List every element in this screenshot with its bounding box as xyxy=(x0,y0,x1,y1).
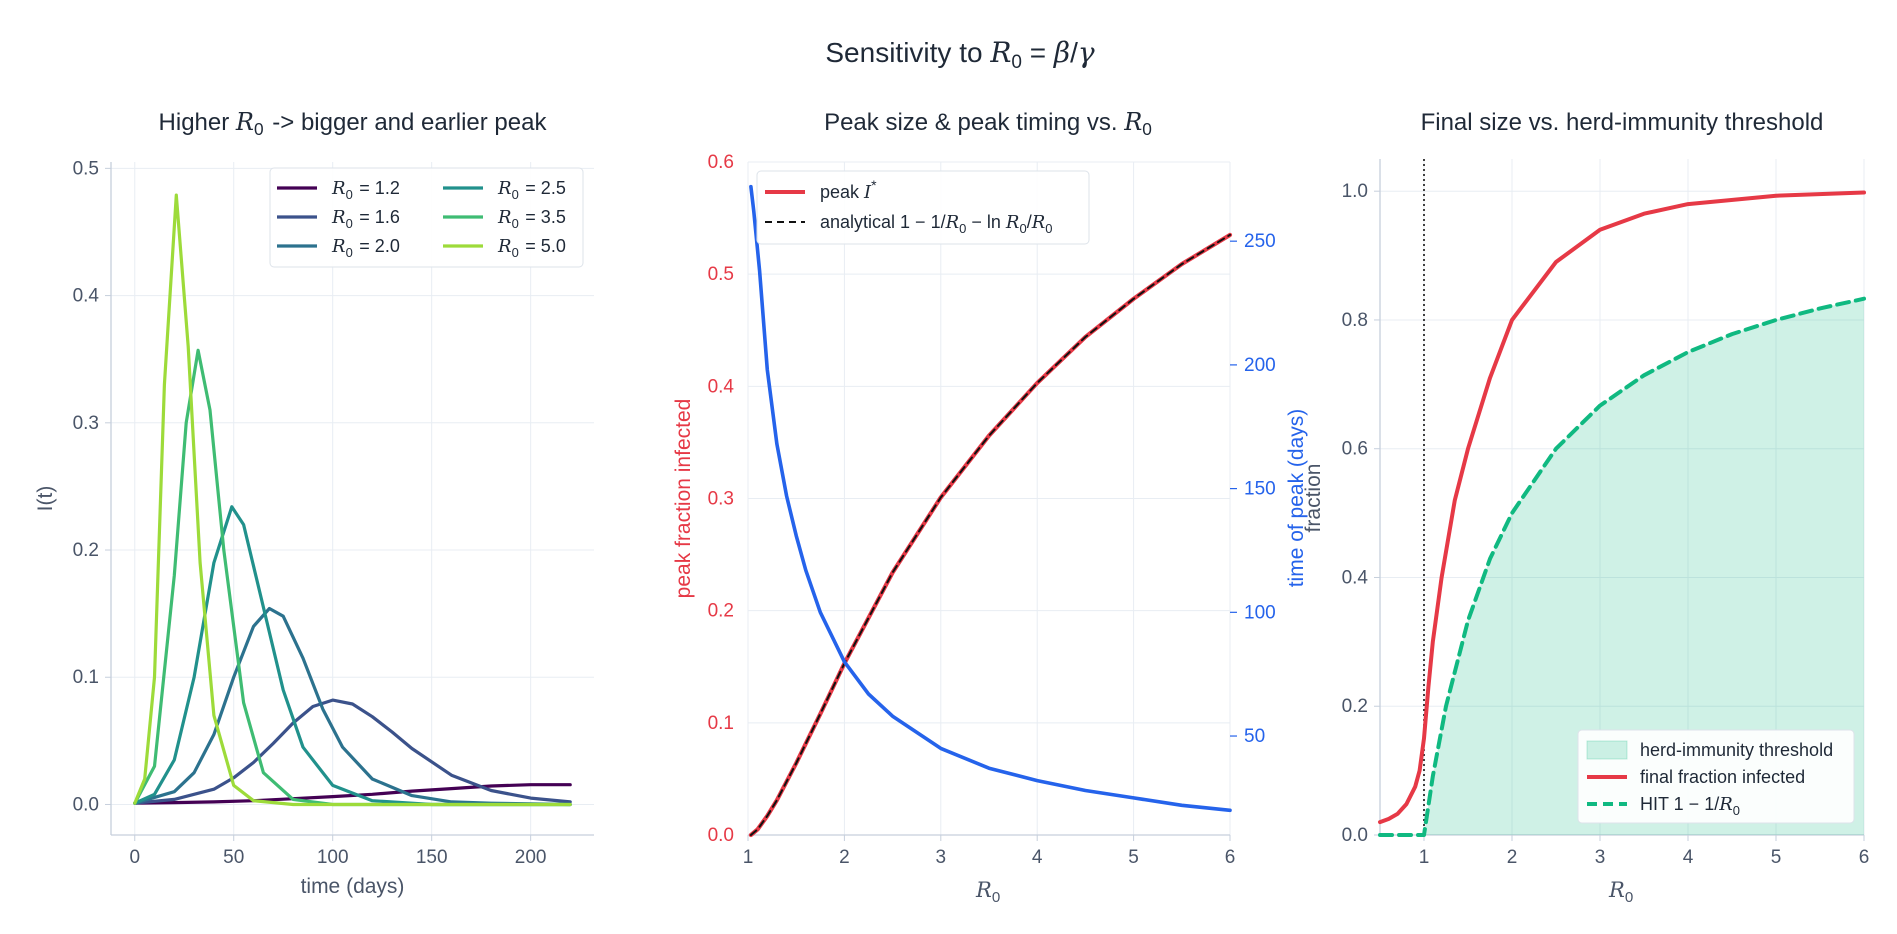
x-tick-label: 4 xyxy=(1683,847,1694,868)
y2-tick-label: 150 xyxy=(1244,479,1276,500)
x-tick-label: 3 xyxy=(1595,847,1606,868)
legend-label: R0 = 2.5 xyxy=(497,178,566,202)
y-tick-label: 1.0 xyxy=(1342,181,1368,202)
series-line-r-2-0 xyxy=(133,606,572,807)
legend-label: R0 = 3.5 xyxy=(497,207,566,231)
x-axis-title: R0 xyxy=(1608,878,1635,906)
figure-title: Sensitivity to R0 = β/γ xyxy=(825,36,1095,73)
legend-label: HIT 1 − 1/R0 xyxy=(1640,794,1742,818)
series-line-r-1-6 xyxy=(133,698,572,805)
y-axis-title: fraction xyxy=(1302,464,1325,533)
chart-panel-2: 1 2 3 4 5 6 0.0 0.1 0.2 0.3 0.4 0.5 0.6 50 100 150 200 25… xyxy=(672,108,1308,906)
series-line-peak-i xyxy=(748,232,1233,838)
legend: R0 = 1.2 R0 = 1.6 R0 = 2.0 R0 = 2.5 R0 = 3.5… xyxy=(269,167,584,268)
y-tick-label: 0.4 xyxy=(1342,567,1369,588)
y-tick-label: 0.2 xyxy=(73,540,99,561)
series-line-final-fraction-infected xyxy=(1378,190,1866,825)
y2-tick-label: 50 xyxy=(1244,726,1265,747)
chart-panel-1: 0 50 100 150 200 0.0 0.1 0.2 0.3 0.4 0.5 Higher R0 … xyxy=(34,108,594,898)
y-tick-label: 0.3 xyxy=(73,413,99,434)
legend-label: R0 = 1.2 xyxy=(331,178,400,202)
legend-label: herd-immunity threshold xyxy=(1640,740,1833,760)
y-tick-label: 0.2 xyxy=(708,601,734,622)
legend-label: final fraction infected xyxy=(1640,767,1805,787)
series-line-hit-1-1-r xyxy=(1378,296,1866,837)
series-line-r-1-2 xyxy=(133,783,572,805)
x-tick-label: 6 xyxy=(1225,847,1236,868)
x-tick-label: 50 xyxy=(223,847,244,868)
y-tick-label: 0.6 xyxy=(1342,439,1368,460)
y2-axis-title: time of peak (days) xyxy=(1285,409,1308,588)
legend-box xyxy=(756,170,1090,245)
y-tick-label: 0.5 xyxy=(73,158,99,179)
chart-panel-3: 1 2 3 4 5 6 0.0 0.2 0.4 0.6 0.8 1.0 Final size vs. h… xyxy=(1302,109,1869,906)
series-line-analytical-1-1-r-ln-r-r xyxy=(749,233,1231,836)
panel-title: Peak size & peak timing vs. R0 xyxy=(824,108,1154,139)
y-tick-label: 0.4 xyxy=(73,286,100,307)
y-tick-label: 0.1 xyxy=(73,667,99,688)
legend-label: R0 = 1.6 xyxy=(331,207,400,231)
y-tick-label: 0.5 xyxy=(708,264,734,285)
legend-label: R0 = 2.0 xyxy=(331,236,400,260)
x-tick-label: 6 xyxy=(1859,847,1870,868)
y-tick-label: 0.3 xyxy=(708,489,734,510)
legend: peak I*analytical 1 − 1/R0 − ln R0/R0 xyxy=(756,170,1090,245)
panel-title: Higher R0 -> bigger and earlier peak xyxy=(159,108,548,139)
x-tick-label: 150 xyxy=(416,847,448,868)
legend-box xyxy=(269,167,584,268)
y2-tick-label: 250 xyxy=(1244,231,1276,252)
x-tick-label: 2 xyxy=(1507,847,1518,868)
y-axis-title: peak fraction infected xyxy=(672,399,695,599)
x-tick-label: 0 xyxy=(129,847,140,868)
x-tick-label: 3 xyxy=(936,847,947,868)
y-tick-label: 0.6 xyxy=(708,152,734,173)
x-axis-title: time (days) xyxy=(301,875,405,898)
x-axis-title: R0 xyxy=(975,878,1002,906)
y-tick-label: 0.2 xyxy=(1342,696,1368,717)
legend: herd-immunity threshold final fraction in… xyxy=(1577,729,1855,824)
x-tick-label: 1 xyxy=(743,847,754,868)
legend-swatch-herd-immunity-threshold xyxy=(1586,740,1628,760)
y-tick-label: 0.0 xyxy=(73,794,99,815)
series-line-r-2-5 xyxy=(133,505,572,807)
x-tick-label: 4 xyxy=(1032,847,1043,868)
x-tick-label: 200 xyxy=(515,847,547,868)
y-tick-label: 0.0 xyxy=(708,825,734,846)
y-tick-label: 0.8 xyxy=(1342,310,1368,331)
x-tick-label: 5 xyxy=(1128,847,1139,868)
legend-label-peak: peak I* xyxy=(820,177,877,203)
y-axis-title: I(t) xyxy=(34,486,57,512)
y-tick-label: 0.0 xyxy=(1342,825,1368,846)
y-tick-label: 0.4 xyxy=(708,376,735,397)
x-tick-label: 100 xyxy=(317,847,349,868)
panel-title: Final size vs. herd-immunity threshold xyxy=(1421,109,1824,136)
series-line-r-3-5 xyxy=(133,348,572,807)
x-tick-label: 2 xyxy=(839,847,850,868)
legend-box xyxy=(1577,729,1855,824)
x-tick-label: 1 xyxy=(1419,847,1430,868)
y-tick-label: 0.1 xyxy=(708,713,734,734)
y2-tick-label: 100 xyxy=(1244,602,1276,623)
legend-label: R0 = 5.0 xyxy=(497,236,566,260)
y2-tick-label: 200 xyxy=(1244,355,1276,376)
x-tick-label: 5 xyxy=(1771,847,1782,868)
series-line-r-5-0 xyxy=(133,193,572,807)
series-line-time-of-peak xyxy=(749,184,1232,813)
series-area-herd-immunity-threshold xyxy=(1424,298,1864,835)
